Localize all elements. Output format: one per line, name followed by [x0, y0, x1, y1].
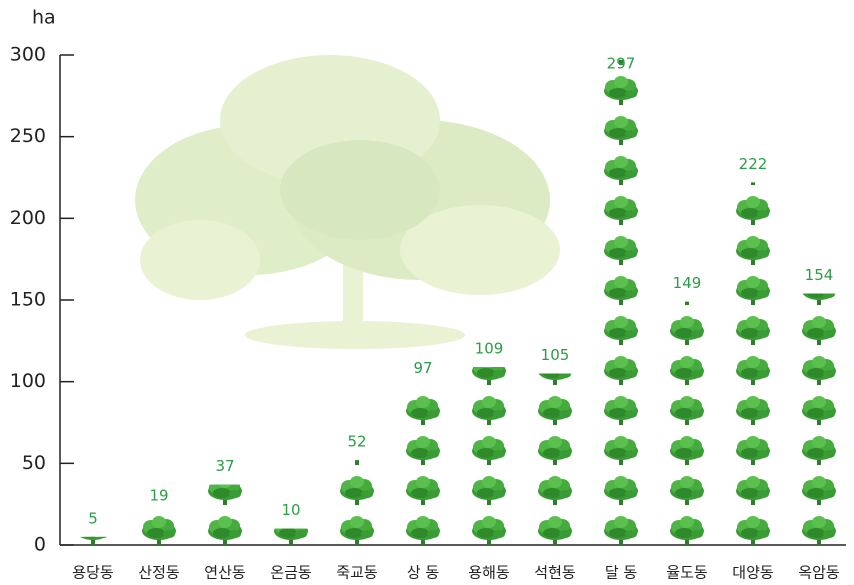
tree-icon [604, 476, 638, 505]
y-tick-label: 300 [10, 44, 46, 66]
tree-icon [406, 476, 440, 505]
tree-icon [538, 396, 572, 425]
tree-stack [208, 484, 242, 545]
tree-stack [274, 528, 308, 545]
background-tree [135, 55, 560, 349]
tree-icon [340, 476, 374, 505]
x-tick-label: 석현동 [534, 564, 576, 582]
tree-icon [142, 516, 176, 545]
tree-stack [538, 373, 572, 545]
value-label: 109 [475, 339, 504, 357]
tree-icon [736, 356, 770, 385]
tree-icon [736, 196, 770, 225]
tree-icon [604, 316, 638, 345]
x-tick-label: 온금동 [270, 564, 312, 582]
tree-icon [802, 316, 836, 345]
tree-stack [472, 366, 506, 545]
tree-icon [472, 366, 506, 385]
tree-icon [538, 516, 572, 545]
tree-stack [670, 301, 704, 545]
value-label: 149 [673, 274, 702, 292]
value-label: 154 [805, 266, 834, 284]
value-label: 297 [607, 55, 636, 73]
x-tick-label: 용당동 [72, 564, 114, 582]
x-tick-label: 상 동 [407, 564, 440, 582]
tree-icon [802, 436, 836, 465]
tree-icon [604, 236, 638, 265]
x-tick-label: 용해동 [468, 564, 510, 582]
tree-icon [208, 516, 242, 545]
value-label: 37 [215, 457, 234, 475]
tree-stack [340, 460, 374, 545]
tree-icon [538, 436, 572, 465]
tree-icon [670, 396, 704, 425]
tree-icon [736, 476, 770, 505]
tree-icon [274, 528, 308, 545]
value-label: 5 [88, 509, 98, 527]
tree-icon [670, 316, 704, 345]
y-axis-unit: ha [32, 7, 56, 29]
tree-icon [604, 76, 638, 105]
y-tick-label: 250 [10, 125, 46, 147]
tree-icon [604, 436, 638, 465]
tree-icon [802, 476, 836, 505]
tree-icon [604, 196, 638, 225]
tree-icon [802, 356, 836, 385]
tree-icon [208, 484, 242, 505]
tree-icon [406, 396, 440, 425]
y-tick-label: 200 [10, 207, 46, 229]
y-tick-label: 50 [22, 452, 46, 474]
tree-icon [340, 516, 374, 545]
tree-icon [670, 436, 704, 465]
value-label: 97 [413, 359, 432, 377]
x-tick-label: 대양동 [732, 564, 774, 582]
x-tick-label: 죽교동 [336, 564, 378, 582]
y-tick-label: 100 [10, 370, 46, 392]
value-label: 52 [347, 433, 366, 451]
tree-icon [670, 516, 704, 545]
tree-stack [406, 396, 440, 545]
tree-icon [604, 156, 638, 185]
tree-stack [142, 516, 176, 545]
value-label: 105 [541, 346, 570, 364]
x-tick-label: 달 동 [605, 564, 638, 582]
tree-icon [538, 476, 572, 505]
tree-icon [604, 356, 638, 385]
tree-icon [472, 396, 506, 425]
tree-icon [406, 436, 440, 465]
tree-icon [604, 396, 638, 425]
tree-icon [736, 316, 770, 345]
tree-icon [736, 436, 770, 465]
x-tick-label: 율도동 [666, 564, 708, 582]
value-label: 19 [149, 486, 168, 504]
y-tick-label: 150 [10, 289, 46, 311]
tree-icon [406, 516, 440, 545]
tree-icon [736, 236, 770, 265]
tree-icon [670, 476, 704, 505]
tree-icon [736, 516, 770, 545]
tree-stack [736, 182, 770, 545]
value-label: 222 [739, 155, 768, 173]
tree-icon [736, 276, 770, 305]
tree-stack [802, 293, 836, 545]
tree-icon [802, 516, 836, 545]
value-label: 10 [281, 501, 300, 519]
tree-icon [604, 276, 638, 305]
tree-icon [604, 516, 638, 545]
x-tick-label: 산정동 [138, 564, 180, 582]
y-tick-label: 0 [34, 534, 46, 556]
x-tick-label: 옥암동 [798, 564, 840, 582]
tree-icon [472, 516, 506, 545]
tree-icon [472, 436, 506, 465]
tree-icon [604, 116, 638, 145]
tree-icon [802, 396, 836, 425]
tree-icon [472, 476, 506, 505]
tree-icon [736, 396, 770, 425]
x-tick-label: 연산동 [204, 564, 246, 582]
tree-icon [670, 356, 704, 385]
tree-stack [604, 59, 638, 545]
